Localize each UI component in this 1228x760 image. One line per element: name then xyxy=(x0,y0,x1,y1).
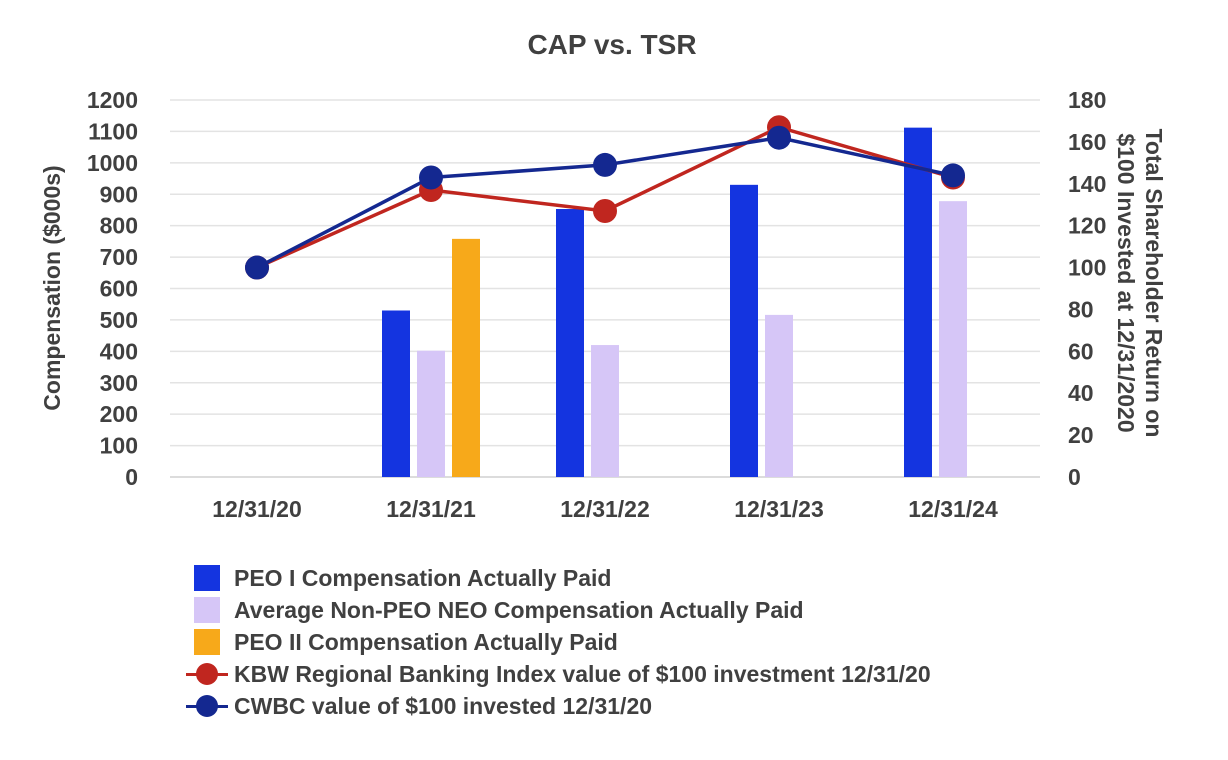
x-axis-tick-label: 12/31/23 xyxy=(734,496,824,522)
left-axis-label: Compensation ($000s) xyxy=(39,165,65,410)
legend-swatch-peo2 xyxy=(194,629,220,655)
bar xyxy=(382,310,410,477)
legend-item-kbw: KBW Regional Banking Index value of $100… xyxy=(186,658,931,690)
line-point xyxy=(941,163,965,188)
legend: PEO I Compensation Actually Paid Average… xyxy=(186,562,931,722)
right-axis-tick-label: 100 xyxy=(1068,255,1106,281)
right-axis-tick-label: 20 xyxy=(1068,422,1094,448)
legend-label-peo1: PEO I Compensation Actually Paid xyxy=(234,564,612,591)
left-axis-tick-label: 200 xyxy=(100,401,138,427)
right-axis-tick-label: 60 xyxy=(1068,338,1094,364)
bar xyxy=(765,314,793,477)
left-axis-tick-label: 100 xyxy=(100,433,138,459)
left-axis-tick-label: 800 xyxy=(100,213,138,239)
line-point xyxy=(419,165,443,190)
bar xyxy=(591,345,619,477)
tsr-lines xyxy=(245,115,965,280)
legend-swatch-non-peo xyxy=(194,597,220,623)
right-axis-tick-label: 160 xyxy=(1068,129,1106,155)
bars xyxy=(382,127,967,477)
bar xyxy=(904,127,932,477)
left-axis-tick-label: 500 xyxy=(100,307,138,333)
legend-swatch-cwbc xyxy=(186,693,228,719)
x-axis-tick-label: 12/31/20 xyxy=(212,496,302,522)
line-point xyxy=(593,152,617,177)
series-line xyxy=(256,125,954,270)
x-axis-tick-label: 12/31/24 xyxy=(908,496,998,522)
legend-swatch-kbw xyxy=(186,661,228,687)
left-axis-tick-label: 1100 xyxy=(88,118,138,144)
left-axis-tick-label: 1000 xyxy=(87,150,138,176)
right-axis-tick-label: 120 xyxy=(1068,213,1106,239)
legend-label-kbw: KBW Regional Banking Index value of $100… xyxy=(234,660,931,687)
legend-label-peo2: PEO II Compensation Actually Paid xyxy=(234,628,618,655)
right-axis-label-line2: $100 Invested at 12/31/2020 xyxy=(1113,133,1139,432)
x-axis-ticks: 12/31/20 12/31/21 12/31/22 12/31/23 12/31/24 xyxy=(212,496,998,522)
right-axis-tick-label: 140 xyxy=(1068,171,1106,197)
right-axis-tick-label: 40 xyxy=(1068,380,1094,406)
right-axis-tick-label: 0 xyxy=(1068,464,1081,490)
legend-item-peo2: PEO II Compensation Actually Paid xyxy=(186,626,931,658)
legend-label-cwbc: CWBC value of $100 invested 12/31/20 xyxy=(234,692,653,719)
x-axis-tick-label: 12/31/21 xyxy=(386,496,476,522)
legend-swatch-peo1 xyxy=(194,565,220,591)
line-point xyxy=(593,199,617,224)
right-axis-ticks: 180 160 140 120 100 80 60 40 20 0 xyxy=(1068,87,1106,490)
left-axis-tick-label: 900 xyxy=(100,181,138,207)
bar xyxy=(730,184,758,477)
left-axis-tick-label: 700 xyxy=(100,244,138,270)
bar xyxy=(452,238,480,477)
legend-item-cwbc: CWBC value of $100 invested 12/31/20 xyxy=(186,690,931,722)
legend-item-non-peo: Average Non-PEO NEO Compensation Actuall… xyxy=(186,594,931,626)
bar xyxy=(417,350,445,477)
right-axis-label-line1: Total Shareholder Return on xyxy=(1141,129,1167,438)
cap-vs-tsr-chart: CAP vs. TSR 1200110010009008007006005004… xyxy=(39,29,1167,522)
x-axis-tick-label: 12/31/22 xyxy=(560,496,650,522)
left-axis-tick-label: 0 xyxy=(125,464,138,490)
line-point xyxy=(245,255,269,280)
bar xyxy=(556,209,584,477)
left-axis-tick-label: 400 xyxy=(100,338,138,364)
right-axis-tick-label: 180 xyxy=(1068,87,1106,113)
legend-label-non-peo: Average Non-PEO NEO Compensation Actuall… xyxy=(234,596,804,623)
line-point xyxy=(767,125,791,150)
left-axis-tick-label: 300 xyxy=(100,370,138,396)
right-axis-tick-label: 80 xyxy=(1068,296,1094,322)
left-axis-tick-label: 600 xyxy=(100,276,138,302)
bar xyxy=(939,201,967,477)
chart-title: CAP vs. TSR xyxy=(527,29,696,60)
left-axis-tick-label: 1200 xyxy=(87,87,138,113)
legend-item-peo1: PEO I Compensation Actually Paid xyxy=(186,562,931,594)
